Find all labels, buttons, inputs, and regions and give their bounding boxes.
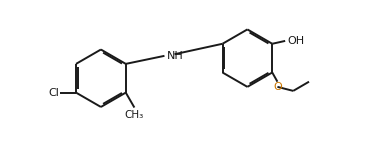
Text: CH₃: CH₃ xyxy=(125,110,144,120)
Text: OH: OH xyxy=(287,36,304,46)
Text: NH: NH xyxy=(167,51,184,61)
Text: O: O xyxy=(273,82,282,92)
Text: Cl: Cl xyxy=(48,88,59,98)
